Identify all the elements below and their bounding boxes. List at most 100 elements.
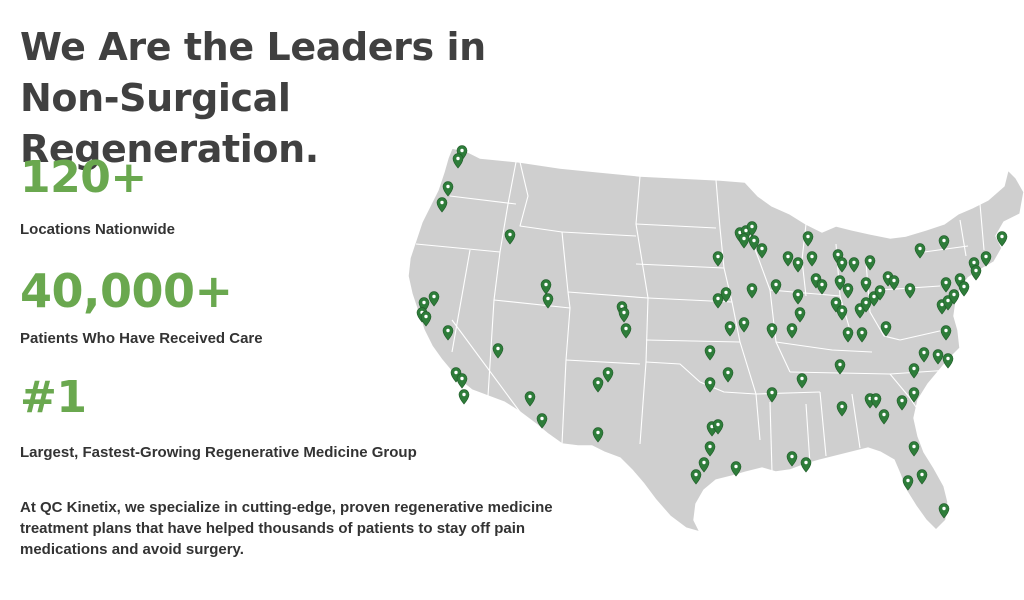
map-pin-icon bbox=[602, 367, 614, 383]
map-pin-icon bbox=[698, 457, 710, 473]
map-pin-icon bbox=[786, 323, 798, 339]
map-pin-icon bbox=[940, 325, 952, 341]
us-land-shape bbox=[407, 147, 1024, 533]
map-pin-icon bbox=[492, 343, 504, 359]
map-pin-icon bbox=[620, 323, 632, 339]
map-pin-icon bbox=[878, 409, 890, 425]
description: At QC Kinetix, we specialize in cutting-… bbox=[20, 499, 553, 558]
map-pin-icon bbox=[756, 243, 768, 259]
map-pin-icon bbox=[932, 349, 944, 365]
map-pin-icon bbox=[806, 251, 818, 267]
map-pin-icon bbox=[896, 395, 908, 411]
map-pin-icon bbox=[918, 347, 930, 363]
map-pin-icon bbox=[938, 235, 950, 251]
stat-patients-number: 40,000+ bbox=[20, 264, 233, 318]
map-pin-icon bbox=[504, 229, 516, 245]
map-pin-icon bbox=[730, 461, 742, 477]
map-pin-icon bbox=[704, 377, 716, 393]
map-pin-icon bbox=[524, 391, 536, 407]
map-pin-icon bbox=[904, 283, 916, 299]
map-pin-icon bbox=[542, 293, 554, 309]
map-pin-icon bbox=[908, 441, 920, 457]
map-pin-icon bbox=[874, 285, 886, 301]
map-pin-icon bbox=[836, 305, 848, 321]
map-pin-icon bbox=[860, 297, 872, 313]
map-pin-icon bbox=[870, 393, 882, 409]
map-pin-icon bbox=[592, 427, 604, 443]
stat-rank-label: Largest, Fastest-Growing Regenerative Me… bbox=[20, 444, 417, 461]
stat-locations-label: Locations Nationwide bbox=[20, 221, 176, 238]
map-pin-icon bbox=[836, 401, 848, 417]
map-pin-icon bbox=[864, 255, 876, 271]
map-pin-icon bbox=[766, 387, 778, 403]
map-pin-icon bbox=[436, 197, 448, 213]
map-pin-icon bbox=[916, 469, 928, 485]
map-pin-icon bbox=[420, 311, 432, 327]
map-pin-icon bbox=[836, 257, 848, 273]
map-pin-icon bbox=[452, 153, 464, 169]
stat-locations-number: 120+ bbox=[20, 152, 147, 203]
map-pin-icon bbox=[842, 327, 854, 343]
location-markers bbox=[416, 145, 1008, 519]
map-pin-icon bbox=[914, 243, 926, 259]
map-pin-icon bbox=[792, 289, 804, 305]
map-pin-icon bbox=[848, 257, 860, 273]
map-pin-icon bbox=[970, 265, 982, 281]
map-pin-icon bbox=[834, 275, 846, 291]
map-pin-icon bbox=[996, 231, 1008, 247]
map-pin-icon bbox=[748, 235, 760, 251]
map-pin-icon bbox=[834, 359, 846, 375]
map-pin-icon bbox=[958, 281, 970, 297]
map-pin-icon bbox=[908, 387, 920, 403]
map-pin-icon bbox=[712, 419, 724, 435]
map-pin-icon bbox=[536, 413, 548, 429]
map-pin-icon bbox=[816, 279, 828, 295]
map-pin-icon bbox=[908, 363, 920, 379]
map-pin-icon bbox=[704, 441, 716, 457]
map-pin-icon bbox=[948, 289, 960, 305]
map-pin-icon bbox=[942, 353, 954, 369]
map-pin-icon bbox=[704, 345, 716, 361]
map-pin-icon bbox=[442, 181, 454, 197]
map-pin-icon bbox=[880, 321, 892, 337]
us-locations-map bbox=[400, 140, 1024, 540]
headline: We Are the Leaders in Non-Surgical Regen… bbox=[20, 25, 486, 171]
map-pin-icon bbox=[938, 503, 950, 519]
map-pin-icon bbox=[902, 475, 914, 491]
map-pin-icon bbox=[458, 389, 470, 405]
map-pin-icon bbox=[842, 283, 854, 299]
map-pin-icon bbox=[712, 251, 724, 267]
map-pin-icon bbox=[888, 275, 900, 291]
map-pin-icon bbox=[712, 293, 724, 309]
map-pin-icon bbox=[690, 469, 702, 485]
map-pin-icon bbox=[724, 321, 736, 337]
map-pin-icon bbox=[618, 307, 630, 323]
map-pin-icon bbox=[746, 221, 758, 237]
map-pin-icon bbox=[722, 367, 734, 383]
map-pin-icon bbox=[794, 307, 806, 323]
map-pin-icon bbox=[738, 317, 750, 333]
map-pin-icon bbox=[428, 291, 440, 307]
map-pin-icon bbox=[456, 373, 468, 389]
stat-rank-number: #1 bbox=[20, 372, 87, 423]
map-pin-icon bbox=[792, 257, 804, 273]
stat-patients-label: Patients Who Have Received Care bbox=[20, 330, 263, 347]
map-pin-icon bbox=[796, 373, 808, 389]
map-pin-icon bbox=[786, 451, 798, 467]
map-pin-icon bbox=[856, 327, 868, 343]
map-pin-icon bbox=[766, 323, 778, 339]
map-pin-icon bbox=[782, 251, 794, 267]
map-pin-icon bbox=[738, 233, 750, 249]
map-pin-icon bbox=[720, 287, 732, 303]
map-pin-icon bbox=[802, 231, 814, 247]
map-pin-icon bbox=[770, 279, 782, 295]
us-map-svg bbox=[407, 145, 1024, 533]
map-pin-icon bbox=[940, 277, 952, 293]
map-pin-icon bbox=[746, 283, 758, 299]
map-pin-icon bbox=[860, 277, 872, 293]
map-pin-icon bbox=[592, 377, 604, 393]
map-pin-icon bbox=[442, 325, 454, 341]
map-pin-icon bbox=[800, 457, 812, 473]
map-pin-icon bbox=[540, 279, 552, 295]
map-pin-icon bbox=[980, 251, 992, 267]
